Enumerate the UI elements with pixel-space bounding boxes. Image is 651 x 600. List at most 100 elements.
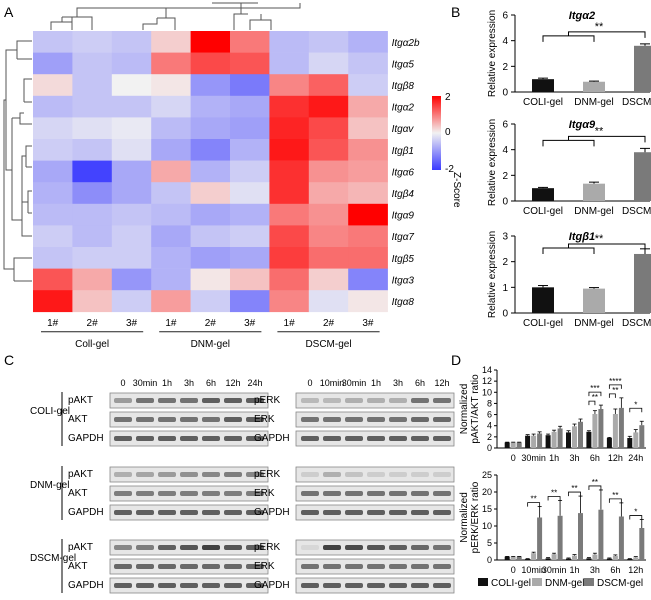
y-tick-label: 2 [502, 62, 508, 73]
category-label: 12h [608, 453, 623, 463]
heatmap-cell [33, 290, 73, 313]
y-tick-label: 8 [487, 398, 492, 408]
blot-band [180, 510, 198, 515]
erk-time-label: 3h [393, 378, 403, 388]
heatmap-cell [33, 139, 73, 161]
category-label: COLI-gel [523, 318, 563, 329]
blot-band [180, 417, 198, 422]
significance-bracket [542, 243, 646, 254]
blot-band [411, 491, 429, 496]
blot-band [246, 545, 264, 550]
blot-band [345, 398, 363, 403]
column-label: 2# [87, 318, 99, 329]
heatmap-cell [308, 52, 349, 75]
significance-label: **** [609, 377, 621, 386]
blot-band [323, 564, 341, 569]
significance-bracket [629, 515, 643, 520]
blot-band [202, 564, 220, 569]
y-tick-label: 6 [502, 11, 508, 22]
heatmap-cell [348, 74, 388, 97]
heatmap-cell [348, 160, 388, 183]
bar [586, 431, 592, 448]
colorbar-tick: 0 [445, 127, 451, 138]
blot-band [180, 583, 198, 588]
bar [532, 188, 554, 201]
blot-band [433, 564, 451, 569]
y-tick-label: 6 [502, 120, 508, 131]
heatmap-cell [230, 31, 270, 53]
heatmap-cell [72, 290, 113, 313]
heatmap-cell [308, 160, 349, 183]
bar [578, 421, 583, 448]
blot-band [411, 510, 429, 515]
bar [525, 435, 531, 448]
blot-band [158, 398, 176, 403]
significance-bracket [542, 135, 646, 147]
blot-band [202, 472, 220, 477]
y-tick-label: 5 [487, 538, 492, 548]
blot-band [367, 472, 385, 477]
blot-band [389, 472, 407, 477]
heatmap-cell [151, 268, 191, 291]
heatmap-cell [151, 290, 191, 313]
heatmap-cell [111, 225, 152, 248]
blot-band [367, 510, 385, 515]
blot-group-label: COLI-gel [30, 406, 70, 417]
bar [627, 559, 633, 560]
y-tick-label: 25 [482, 470, 492, 480]
y-axis-label: Normalized [459, 384, 470, 435]
erk-time-label: 1h [371, 378, 381, 388]
blot-band [433, 417, 451, 422]
blot-band [246, 436, 264, 441]
heatmap-cell [190, 290, 231, 313]
panel-label-c: C [4, 352, 14, 368]
y-tick-label: 20 [482, 487, 492, 497]
blot-band [136, 436, 154, 441]
blot-band [246, 417, 264, 422]
significance-bracket [629, 407, 643, 413]
y-tick-label: 15 [482, 504, 492, 514]
heatmap-cell [269, 74, 310, 97]
heatmap-cell [308, 117, 349, 140]
blot-band [301, 564, 319, 569]
blot-row-label: GAPDH [68, 580, 104, 591]
blot-band [301, 491, 319, 496]
significance-bracket [608, 498, 622, 503]
panel-label-d: D [451, 352, 461, 368]
significance-label: ** [592, 478, 598, 487]
blot-row-label: pERK [254, 469, 280, 480]
heatmap-cell [72, 139, 113, 161]
blot-band [246, 491, 264, 496]
bar [612, 414, 618, 448]
heatmap-cell [72, 268, 113, 291]
gene-label: Itgβ5 [392, 254, 415, 265]
heatmap-cell [111, 268, 152, 291]
blot-band [114, 436, 132, 441]
blot-band [114, 491, 132, 496]
bar [545, 435, 551, 448]
blot-band [367, 436, 385, 441]
blot-band [136, 417, 154, 422]
colorbar: 2 0 -2Z-Score [432, 92, 462, 208]
y-tick-label: 1 [502, 283, 508, 294]
blot-band [224, 583, 242, 588]
blot-band [301, 583, 319, 588]
heatmap-cell [111, 203, 152, 226]
category-label: DNM-gel [574, 206, 613, 217]
bar [634, 253, 651, 313]
heatmap-cell [33, 117, 73, 140]
heatmap-cell [151, 139, 191, 161]
blot-band [323, 491, 341, 496]
significance-label: ** [612, 386, 618, 395]
significance-label: ** [595, 233, 604, 245]
heatmap-cell [190, 31, 231, 53]
heatmap-cell [72, 95, 113, 118]
heatmap-cell [348, 203, 388, 226]
significance-bracket [568, 491, 581, 497]
heatmap-cell [72, 160, 113, 183]
blot-band [114, 510, 132, 515]
blot-band [180, 436, 198, 441]
heatmap-cell [190, 203, 231, 226]
blot-band [433, 436, 451, 441]
blot-band [367, 583, 385, 588]
